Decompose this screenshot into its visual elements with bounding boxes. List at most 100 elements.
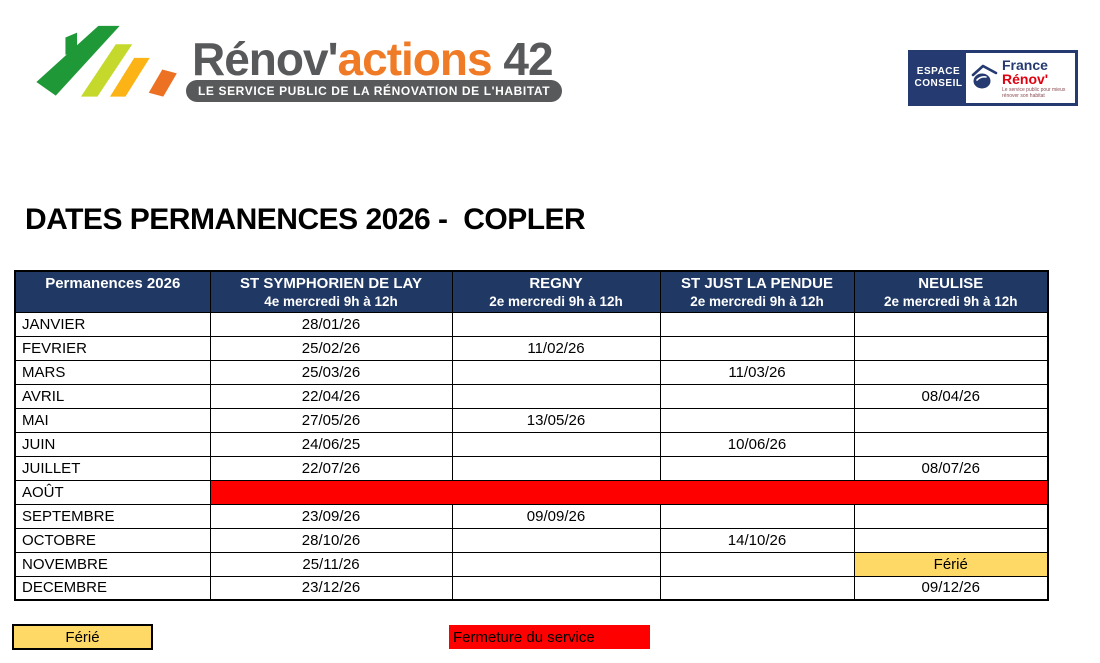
- date-cell: 22/04/26: [209, 383, 453, 409]
- date-cell: [659, 575, 855, 601]
- espace-conseil-label: ESPACE CONSEIL: [911, 53, 966, 103]
- date-cell: 23/09/26: [209, 503, 453, 529]
- date-cell: [659, 335, 855, 361]
- date-cell: 13/05/26: [451, 407, 661, 433]
- date-cell: 25/03/26: [209, 359, 453, 385]
- header-label: ST JUST LA PENDUE: [681, 275, 833, 292]
- header-sublabel: 2e mercredi 9h à 12h: [690, 293, 824, 309]
- table-row: NOVEMBRE 25/11/26 Férié: [14, 551, 1049, 577]
- date-cell: 11/03/26: [659, 359, 855, 385]
- header-label: ST SYMPHORIEN DE LAY: [240, 275, 422, 292]
- date-cell: 11/02/26: [451, 335, 661, 361]
- table-row: JUILLET 22/07/26 08/07/26: [14, 455, 1049, 481]
- date-cell: [451, 527, 661, 553]
- table-row: FEVRIER 25/02/26 11/02/26: [14, 335, 1049, 361]
- header-regny: REGNY 2e mercredi 9h à 12h: [451, 270, 661, 313]
- header-label: REGNY: [529, 275, 583, 292]
- date-cell: 22/07/26: [209, 455, 453, 481]
- month-cell: AOÛT: [14, 479, 211, 505]
- month-cell: JUIN: [14, 431, 211, 457]
- permanences-table: Permanences 2026 ST SYMPHORIEN DE LAY 4e…: [14, 270, 1049, 601]
- date-cell: [451, 311, 661, 337]
- closure-cell: [209, 479, 1049, 505]
- brand-accent: actions: [337, 33, 493, 85]
- header-sublabel: 2e mercredi 9h à 12h: [489, 293, 623, 309]
- date-cell: [451, 431, 661, 457]
- date-cell: [451, 575, 661, 601]
- france-label: France: [1002, 56, 1048, 73]
- date-cell: [659, 407, 855, 433]
- date-cell: 08/04/26: [853, 383, 1049, 409]
- table-row: OCTOBRE 28/10/26 14/10/26: [14, 527, 1049, 553]
- espace-label: ESPACE: [916, 65, 961, 77]
- renov-label: Rénov': [1002, 70, 1049, 87]
- date-cell: [853, 407, 1049, 433]
- date-cell: [853, 335, 1049, 361]
- renovactions-house-icon: [36, 25, 177, 97]
- date-cell: 09/12/26: [853, 575, 1049, 601]
- date-cell: 25/11/26: [209, 551, 453, 577]
- page-title: DATES PERMANENCES 2026 - COPLER: [25, 203, 586, 236]
- date-cell: [659, 503, 855, 529]
- table-row: AOÛT: [14, 479, 1049, 505]
- header-label: Permanences 2026: [45, 275, 181, 292]
- month-cell: JUILLET: [14, 455, 211, 481]
- month-cell: AVRIL: [14, 383, 211, 409]
- ferie-cell: Férié: [853, 551, 1049, 577]
- header-st-just: ST JUST LA PENDUE 2e mercredi 9h à 12h: [659, 270, 855, 313]
- month-cell: FEVRIER: [14, 335, 211, 361]
- header-permanences: Permanences 2026: [14, 270, 211, 313]
- month-cell: DECEMBRE: [14, 575, 211, 601]
- date-cell: 10/06/26: [659, 431, 855, 457]
- date-cell: [853, 359, 1049, 385]
- date-cell: 28/10/26: [209, 527, 453, 553]
- france-renov-house-icon: [971, 64, 998, 89]
- date-cell: [659, 551, 855, 577]
- date-cell: 09/09/26: [451, 503, 661, 529]
- conseil-label: CONSEIL: [914, 78, 963, 89]
- date-cell: [451, 383, 661, 409]
- table-row: AVRIL 22/04/26 08/04/26: [14, 383, 1049, 409]
- month-cell: JANVIER: [14, 311, 211, 337]
- date-cell: [853, 503, 1049, 529]
- france-renov-logo: France Rénov' Le service public pour mie…: [966, 53, 1075, 103]
- date-cell: 14/10/26: [659, 527, 855, 553]
- date-cell: 25/02/26: [209, 335, 453, 361]
- date-cell: [853, 527, 1049, 553]
- date-cell: 23/12/26: [209, 575, 453, 601]
- legend-closure: Fermeture du service: [449, 625, 650, 649]
- table-row: MARS 25/03/26 11/03/26: [14, 359, 1049, 385]
- month-cell: MARS: [14, 359, 211, 385]
- brand-tagline: LE SERVICE PUBLIC DE LA RÉNOVATION DE L'…: [186, 80, 563, 102]
- brand-suffix: 42: [491, 33, 553, 85]
- date-cell: [659, 455, 855, 481]
- table-row: JUIN 24/06/25 10/06/26: [14, 431, 1049, 457]
- date-cell: [451, 551, 661, 577]
- date-cell: 08/07/26: [853, 455, 1049, 481]
- date-cell: [659, 383, 855, 409]
- renovactions-logo: Rénov'actions 42 LE SERVICE PUBLIC DE LA…: [30, 18, 563, 118]
- legend-ferie: Férié: [12, 624, 153, 650]
- month-cell: OCTOBRE: [14, 527, 211, 553]
- france-renov-tagline: Le service public pour mieux rénover son…: [1002, 86, 1066, 99]
- date-cell: [451, 455, 661, 481]
- header-sublabel: 2e mercredi 9h à 12h: [883, 293, 1018, 309]
- month-cell: NOVEMBRE: [14, 551, 211, 577]
- header-sublabel: 4e mercredi 9h à 12h: [264, 293, 398, 309]
- header-neulise: NEULISE 2e mercredi 9h à 12h: [853, 270, 1049, 313]
- brand-wordmark: Rénov'actions 42: [192, 32, 554, 86]
- month-cell: SEPTEMBRE: [14, 503, 211, 529]
- table-row: JANVIER 28/01/26: [14, 311, 1049, 337]
- brand-prefix: Rénov': [192, 33, 339, 85]
- date-cell: 27/05/26: [209, 407, 453, 433]
- date-cell: [853, 311, 1049, 337]
- date-cell: 28/01/26: [209, 311, 453, 337]
- date-cell: [451, 359, 661, 385]
- france-renov-badge: ESPACE CONSEIL France Rénov' Le service …: [908, 50, 1078, 106]
- month-cell: MAI: [14, 407, 211, 433]
- table-row: DECEMBRE 23/12/26 09/12/26: [14, 575, 1049, 601]
- date-cell: 24/06/25: [209, 431, 453, 457]
- table-row: MAI 27/05/26 13/05/26: [14, 407, 1049, 433]
- date-cell: [853, 431, 1049, 457]
- header-label: NEULISE: [918, 275, 984, 292]
